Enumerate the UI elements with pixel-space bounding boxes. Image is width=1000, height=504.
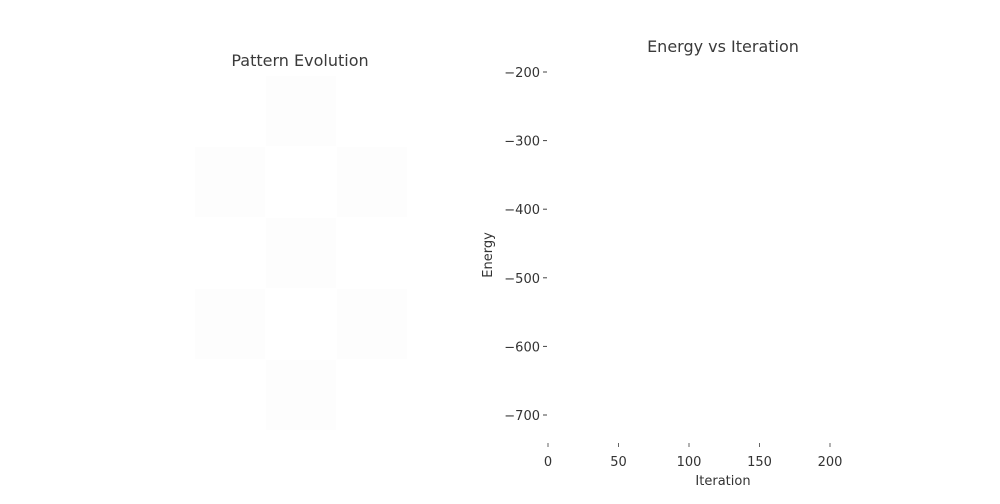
x-axis-label: Iteration (695, 474, 750, 489)
pattern-cell (195, 289, 265, 359)
pattern-title: Pattern Evolution (231, 51, 369, 70)
energy-chart-panel: Energy vs Iteration Iteration Energy −20… (480, 0, 1000, 500)
x-ticks: 0 50 100 150 200 (544, 443, 843, 470)
pattern-cell (337, 218, 407, 288)
pattern-cell (195, 218, 265, 288)
y-ticks: −200 −300 −400 −500 −600 −700 (504, 66, 547, 424)
y-tick-label: −200 (504, 66, 540, 81)
pattern-cell (266, 360, 336, 430)
pattern-grid (195, 76, 407, 430)
pattern-cell (266, 289, 336, 359)
y-tick-label: −700 (504, 409, 540, 424)
y-axis-label: Energy (481, 232, 496, 278)
x-tick-label: 50 (610, 455, 627, 470)
pattern-panel: Pattern Evolution (0, 0, 480, 500)
pattern-cell (266, 218, 336, 288)
x-tick-label: 100 (677, 455, 702, 470)
pattern-cell (195, 147, 265, 217)
pattern-cell (337, 360, 407, 430)
x-tick-label: 150 (747, 455, 772, 470)
pattern-cell (195, 76, 265, 146)
pattern-cell (337, 147, 407, 217)
y-tick-label: −600 (504, 340, 540, 355)
energy-chart: Energy vs Iteration Iteration Energy −20… (481, 37, 843, 489)
chart-title: Energy vs Iteration (647, 37, 799, 56)
pattern-cell (337, 289, 407, 359)
y-tick-label: −300 (504, 135, 540, 150)
pattern-cell (337, 76, 407, 146)
y-tick-label: −400 (504, 203, 540, 218)
pattern-cell (195, 360, 265, 430)
pattern-cell (266, 147, 336, 217)
y-tick-label: −500 (504, 272, 540, 287)
x-tick-label: 0 (544, 455, 552, 470)
x-tick-label: 200 (818, 455, 843, 470)
pattern-cell (266, 76, 336, 146)
